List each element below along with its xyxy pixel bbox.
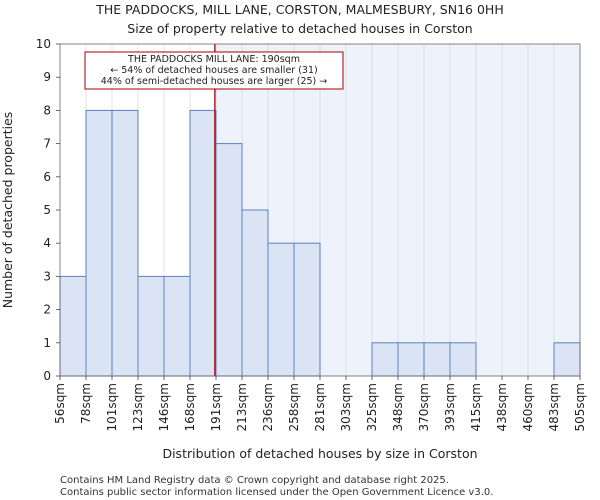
footer-line-2: Contains public sector information licen… <box>60 487 493 498</box>
annotation-line-2: ← 54% of detached houses are smaller (31… <box>110 65 317 76</box>
x-tick-label: 325sqm <box>365 383 379 431</box>
y-tick-label: 9 <box>43 70 51 84</box>
x-tick-label: 146sqm <box>157 383 171 431</box>
x-axis-label: Distribution of detached houses by size … <box>162 446 477 461</box>
bar <box>189 109 217 377</box>
y-tick-label: 1 <box>43 336 51 350</box>
x-tick-label: 370sqm <box>417 383 431 431</box>
x-tick-label: 213sqm <box>235 383 249 431</box>
annotation-frame <box>84 51 344 90</box>
x-tick-label: 123sqm <box>131 383 145 431</box>
y-axis-ticks: 0 1 2 3 4 5 6 7 8 9 10 <box>36 37 60 383</box>
bar <box>267 242 295 377</box>
y-axis-label: Number of detached properties <box>0 112 15 309</box>
x-tick-label: 258sqm <box>287 383 301 431</box>
bar <box>163 275 191 377</box>
x-tick-label: 393sqm <box>443 383 457 431</box>
bar <box>85 109 113 377</box>
x-tick-label: 281sqm <box>313 383 327 431</box>
bar <box>397 342 425 377</box>
x-tick-label: 415sqm <box>469 383 483 431</box>
annotation-line-1: THE PADDOCKS MILL LANE: 190sqm <box>127 54 300 65</box>
x-tick-label: 505sqm <box>573 383 587 431</box>
y-tick-label: 10 <box>36 37 51 51</box>
x-tick-label: 168sqm <box>183 383 197 431</box>
x-axis-ticks: 56sqm 78sqm 101sqm 123sqm 146sqm 168sqm 191sqm… <box>53 376 587 431</box>
bar <box>371 342 399 377</box>
y-tick-label: 4 <box>43 236 51 250</box>
bar <box>423 342 451 377</box>
x-tick-label: 483sqm <box>547 383 561 431</box>
x-tick-label: 191sqm <box>209 383 223 431</box>
y-tick-label: 7 <box>43 137 51 151</box>
x-tick-label: 56sqm <box>53 383 67 424</box>
bar <box>449 342 477 377</box>
y-tick-label: 5 <box>43 203 51 217</box>
y-tick-label: 2 <box>43 303 51 317</box>
x-tick-label: 101sqm <box>105 383 119 431</box>
bar <box>111 109 139 377</box>
x-tick-label: 303sqm <box>339 383 353 431</box>
x-tick-label: 438sqm <box>495 383 509 431</box>
bar <box>553 342 581 377</box>
x-tick-label: 348sqm <box>391 383 405 431</box>
y-tick-label: 6 <box>43 170 51 184</box>
bars <box>59 109 581 377</box>
footer-line-1: Contains HM Land Registry data © Crown c… <box>60 475 449 486</box>
bar <box>137 275 165 377</box>
annotation-line-3: 44% of semi-detached houses are larger (… <box>101 76 328 87</box>
y-tick-label: 3 <box>43 269 51 283</box>
bar <box>59 275 87 377</box>
x-tick-label: 460sqm <box>521 383 535 431</box>
x-tick-label: 236sqm <box>261 383 275 431</box>
chart-title: THE PADDOCKS, MILL LANE, CORSTON, MALMES… <box>95 2 503 17</box>
bar <box>215 143 243 377</box>
bar <box>293 242 321 377</box>
annotation-box: THE PADDOCKS MILL LANE: 190sqm ← 54% of … <box>84 51 344 90</box>
y-tick-label: 0 <box>43 369 51 383</box>
bar <box>241 209 269 377</box>
chart-subtitle: Size of property relative to detached ho… <box>127 21 472 36</box>
x-tick-label: 78sqm <box>79 383 93 424</box>
y-tick-label: 8 <box>43 103 51 117</box>
